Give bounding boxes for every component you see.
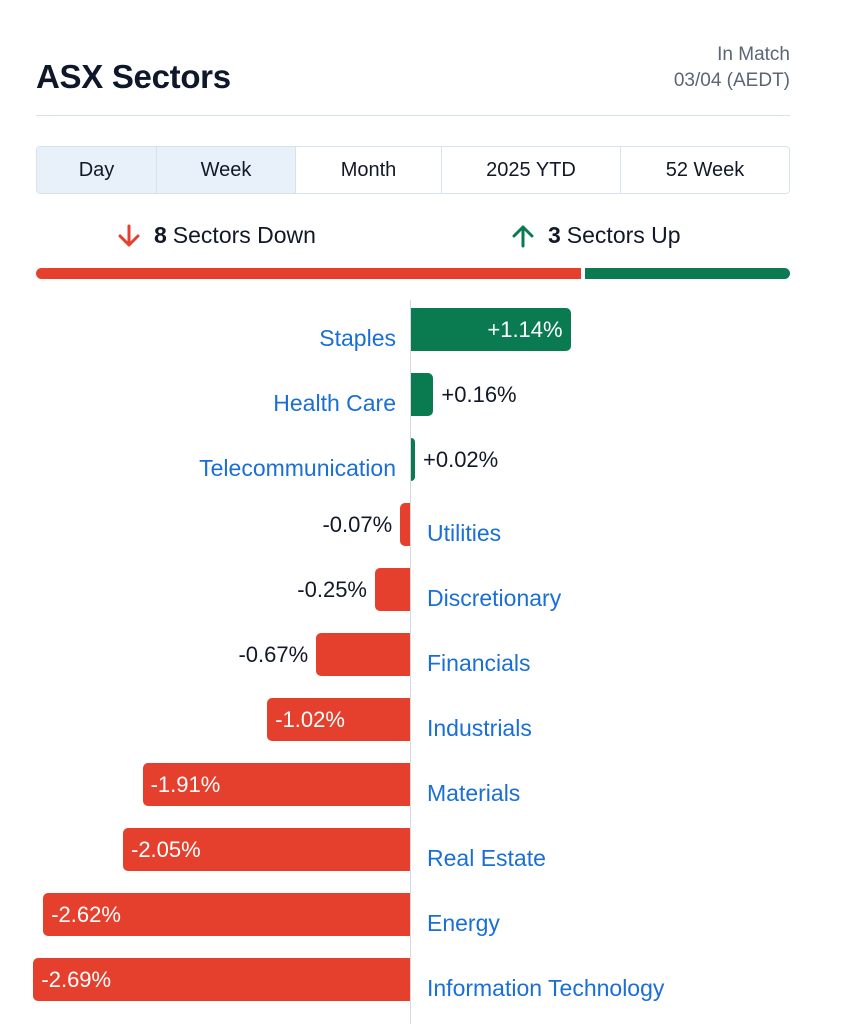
sector-link-industrials[interactable]: Industrials <box>427 715 532 741</box>
sector-link-health-care[interactable]: Health Care <box>273 390 396 416</box>
bar-real-estate <box>123 828 410 871</box>
bar-industrials <box>267 698 410 741</box>
sectors-up-summary: 3 Sectors Up <box>512 222 681 249</box>
sectors-down-label: Sectors Down <box>172 222 316 248</box>
value-label-utilities: -0.07% <box>322 512 393 537</box>
page-title: ASX Sectors <box>36 58 231 95</box>
value-label-energy: -2.62% <box>51 902 121 927</box>
tab-week[interactable]: Week <box>157 147 296 193</box>
tab-day[interactable]: Day <box>37 147 157 193</box>
status-timestamp: 03/04 (AEDT) <box>673 70 790 91</box>
up-down-ratio-bar <box>36 268 790 279</box>
value-label-telecommunication: +0.02% <box>423 447 499 472</box>
sector-link-discretionary[interactable]: Discretionary <box>427 585 562 611</box>
arrow-up-icon <box>512 225 534 247</box>
value-label-industrials: -1.02% <box>275 707 345 732</box>
tab-52-week[interactable]: 52 Week <box>621 147 789 193</box>
tab-2025-ytd[interactable]: 2025 YTD <box>442 147 621 193</box>
sector-link-telecommunication[interactable]: Telecommunication <box>199 455 396 481</box>
ratio-bar-down <box>36 268 582 279</box>
value-label-information-technology: -2.69% <box>41 967 112 992</box>
sector-link-energy[interactable]: Energy <box>427 910 500 936</box>
bar-health-care <box>411 373 434 416</box>
market-status: In Match 03/04 (AEDT) <box>674 42 790 94</box>
ratio-bar-up <box>585 268 790 279</box>
bar-discretionary <box>375 568 410 611</box>
arrow-down-icon <box>118 224 140 246</box>
period-tabs: Day Week Month 2025 YTD 52 Week <box>36 146 790 194</box>
sector-link-staples[interactable]: Staples <box>319 325 396 351</box>
value-label-discretionary: -0.25% <box>297 577 367 602</box>
sector-link-real-estate[interactable]: Real Estate <box>427 845 546 871</box>
sectors-down-summary: 8 Sectors Down <box>118 222 316 249</box>
sector-link-financials[interactable]: Financials <box>427 650 531 676</box>
sector-performance-chart: +1.14% Staples +0.16% Health Care +0.02% Tele… <box>0 290 860 1024</box>
status-text: In Match <box>717 44 790 65</box>
value-label-financials: -0.67% <box>238 642 309 667</box>
sector-link-utilities[interactable]: Utilities <box>427 520 502 546</box>
sectors-up-label: Sectors Up <box>566 222 681 248</box>
sectors-up-count: 3 <box>548 222 561 248</box>
bar-telecommunication <box>411 438 415 481</box>
value-label-materials: -1.91% <box>150 772 221 797</box>
header: ASX Sectors In Match 03/04 (AEDT) <box>36 38 790 116</box>
sectors-down-count: 8 <box>154 222 167 248</box>
bar-materials <box>142 763 410 806</box>
zero-axis <box>410 300 411 1024</box>
sector-link-information-technology[interactable]: Information Technology <box>427 975 665 1001</box>
sector-link-materials[interactable]: Materials <box>427 780 521 806</box>
value-label-real-estate: -2.05% <box>131 837 201 862</box>
tab-month[interactable]: Month <box>296 147 442 193</box>
value-label-staples: +1.14% <box>487 317 563 342</box>
bar-utilities <box>400 503 410 546</box>
bar-information-technology <box>33 958 410 1001</box>
value-label-health-care: +0.16% <box>441 382 517 407</box>
bar-financials <box>316 633 410 676</box>
bar-staples <box>411 308 571 351</box>
bar-energy <box>43 893 410 936</box>
